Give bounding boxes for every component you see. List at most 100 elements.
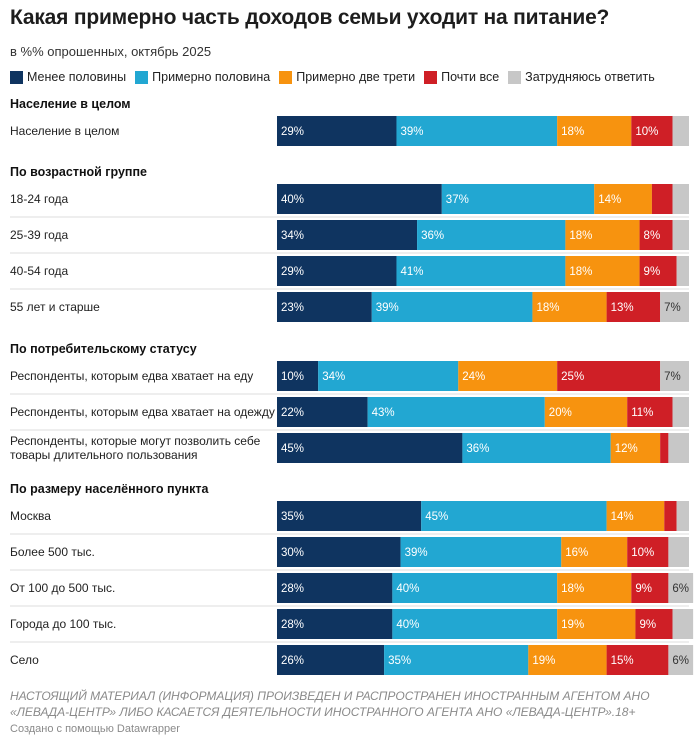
bar-segment xyxy=(392,609,558,639)
bar-value-label: 40% xyxy=(396,583,419,595)
bar-segment xyxy=(660,292,689,322)
bar-value-label: 30% xyxy=(281,547,304,559)
bar-segment xyxy=(421,501,607,531)
bar-segment xyxy=(318,361,459,391)
bar-value-label: 20% xyxy=(549,407,572,419)
bar-segment xyxy=(660,433,669,463)
bar-segment xyxy=(565,256,640,286)
bar-segment xyxy=(565,220,640,250)
bar-segment xyxy=(384,645,529,675)
bar-segment xyxy=(676,501,689,531)
bar-value-label: 7% xyxy=(664,371,681,383)
bar-segment xyxy=(458,361,558,391)
row-label: Респонденты, которым едва хватает на еду xyxy=(10,369,253,383)
bar-segment xyxy=(277,573,393,603)
bar-segment xyxy=(606,501,665,531)
row-label: Более 500 тыс. xyxy=(10,545,95,559)
bar-segment xyxy=(627,397,673,427)
legend-item: Менее половины xyxy=(10,70,126,84)
row-label: 25-39 года xyxy=(10,228,69,242)
bar-value-label: 6% xyxy=(672,583,689,595)
bar-segment xyxy=(606,292,661,322)
legend-label: Примерно половина xyxy=(152,70,271,84)
bar-segment xyxy=(664,501,677,531)
legend-swatch xyxy=(424,70,438,84)
bar-segment xyxy=(672,609,694,639)
bar-value-label: 8% xyxy=(644,230,661,242)
bar-segment xyxy=(635,609,673,639)
bar-segment xyxy=(532,292,607,322)
bar-segment xyxy=(639,256,677,286)
bar-segment xyxy=(594,184,652,214)
bar-segment xyxy=(672,116,689,146)
bar-value-label: 40% xyxy=(281,194,304,206)
bar-value-label: 15% xyxy=(611,655,634,667)
row-label: От 100 до 500 тыс. xyxy=(10,581,115,595)
row-label: Респонденты, которые могут позволить себ… xyxy=(10,434,261,448)
bar-value-label: 22% xyxy=(281,407,304,419)
bar-value-label: 14% xyxy=(598,194,621,206)
bar-value-label: 28% xyxy=(281,619,304,631)
bar-value-label: 24% xyxy=(462,371,485,383)
legend: Менее половины Примерно половина Примерн… xyxy=(10,70,700,84)
bar-value-label: 9% xyxy=(635,583,652,595)
bar-segment xyxy=(441,184,595,214)
bar-segment xyxy=(631,116,673,146)
legend-item: Примерно две трети xyxy=(279,70,415,84)
bar-segment xyxy=(277,501,422,531)
bar-segment xyxy=(672,397,689,427)
row-label: Города до 100 тыс. xyxy=(10,617,116,631)
bar-value-label: 35% xyxy=(388,655,411,667)
bar-segment xyxy=(277,433,463,463)
bar-segment xyxy=(277,220,418,250)
bar-value-label: 11% xyxy=(631,407,653,419)
bar-segment xyxy=(610,433,661,463)
bar-segment xyxy=(392,573,558,603)
bar-segment xyxy=(277,361,319,391)
bar-value-label: 29% xyxy=(281,266,304,278)
legend-label: Затрудняюсь ответить xyxy=(525,70,655,84)
legend-swatch xyxy=(135,70,149,84)
bar-value-label: 36% xyxy=(421,230,444,242)
bar-segment xyxy=(277,256,397,286)
bar-segment xyxy=(668,433,689,463)
bar-value-label: 13% xyxy=(611,302,634,314)
bar-value-label: 19% xyxy=(532,655,555,667)
bar-segment xyxy=(277,537,401,567)
bar-value-label: 10% xyxy=(631,547,654,559)
bar-value-label: 10% xyxy=(281,371,304,383)
bar-value-label: 35% xyxy=(281,511,304,523)
bar-segment xyxy=(631,573,669,603)
bar-value-label: 26% xyxy=(281,655,304,667)
bar-segment xyxy=(668,573,694,603)
bar-value-label: 39% xyxy=(400,126,423,138)
bar-segment xyxy=(277,116,397,146)
chart-title: Какая примерно часть доходов семьи уходи… xyxy=(10,6,610,29)
row-label: Население в целом xyxy=(10,124,119,138)
bar-segment xyxy=(627,537,669,567)
bar-segment xyxy=(277,397,368,427)
bar-value-label: 28% xyxy=(281,583,304,595)
bar-segment xyxy=(277,645,385,675)
bar-segment xyxy=(400,537,562,567)
row-label: Респонденты, которым едва хватает на оде… xyxy=(10,405,275,419)
legend-item: Затрудняюсь ответить xyxy=(508,70,655,84)
bar-segment xyxy=(672,184,689,214)
row-label: товары длительного пользования xyxy=(10,448,198,462)
bar-segment xyxy=(660,361,689,391)
bar-segment xyxy=(557,116,632,146)
bar-segment xyxy=(277,184,442,214)
bar-value-label: 7% xyxy=(664,302,681,314)
bar-value-label: 18% xyxy=(569,230,592,242)
bar-value-label: 18% xyxy=(536,302,559,314)
stacked-bar-chart: Население в целом Население в целом 29% 39%… xyxy=(10,97,694,675)
bar-value-label: 25% xyxy=(561,371,584,383)
bar-segment xyxy=(544,397,628,427)
bar-segment xyxy=(367,397,545,427)
bar-value-label: 10% xyxy=(635,126,658,138)
bar-segment xyxy=(561,537,628,567)
bar-value-label: 41% xyxy=(400,266,423,278)
bar-value-label: 39% xyxy=(405,547,428,559)
bar-segment xyxy=(417,220,566,250)
bar-value-label: 34% xyxy=(281,230,304,242)
